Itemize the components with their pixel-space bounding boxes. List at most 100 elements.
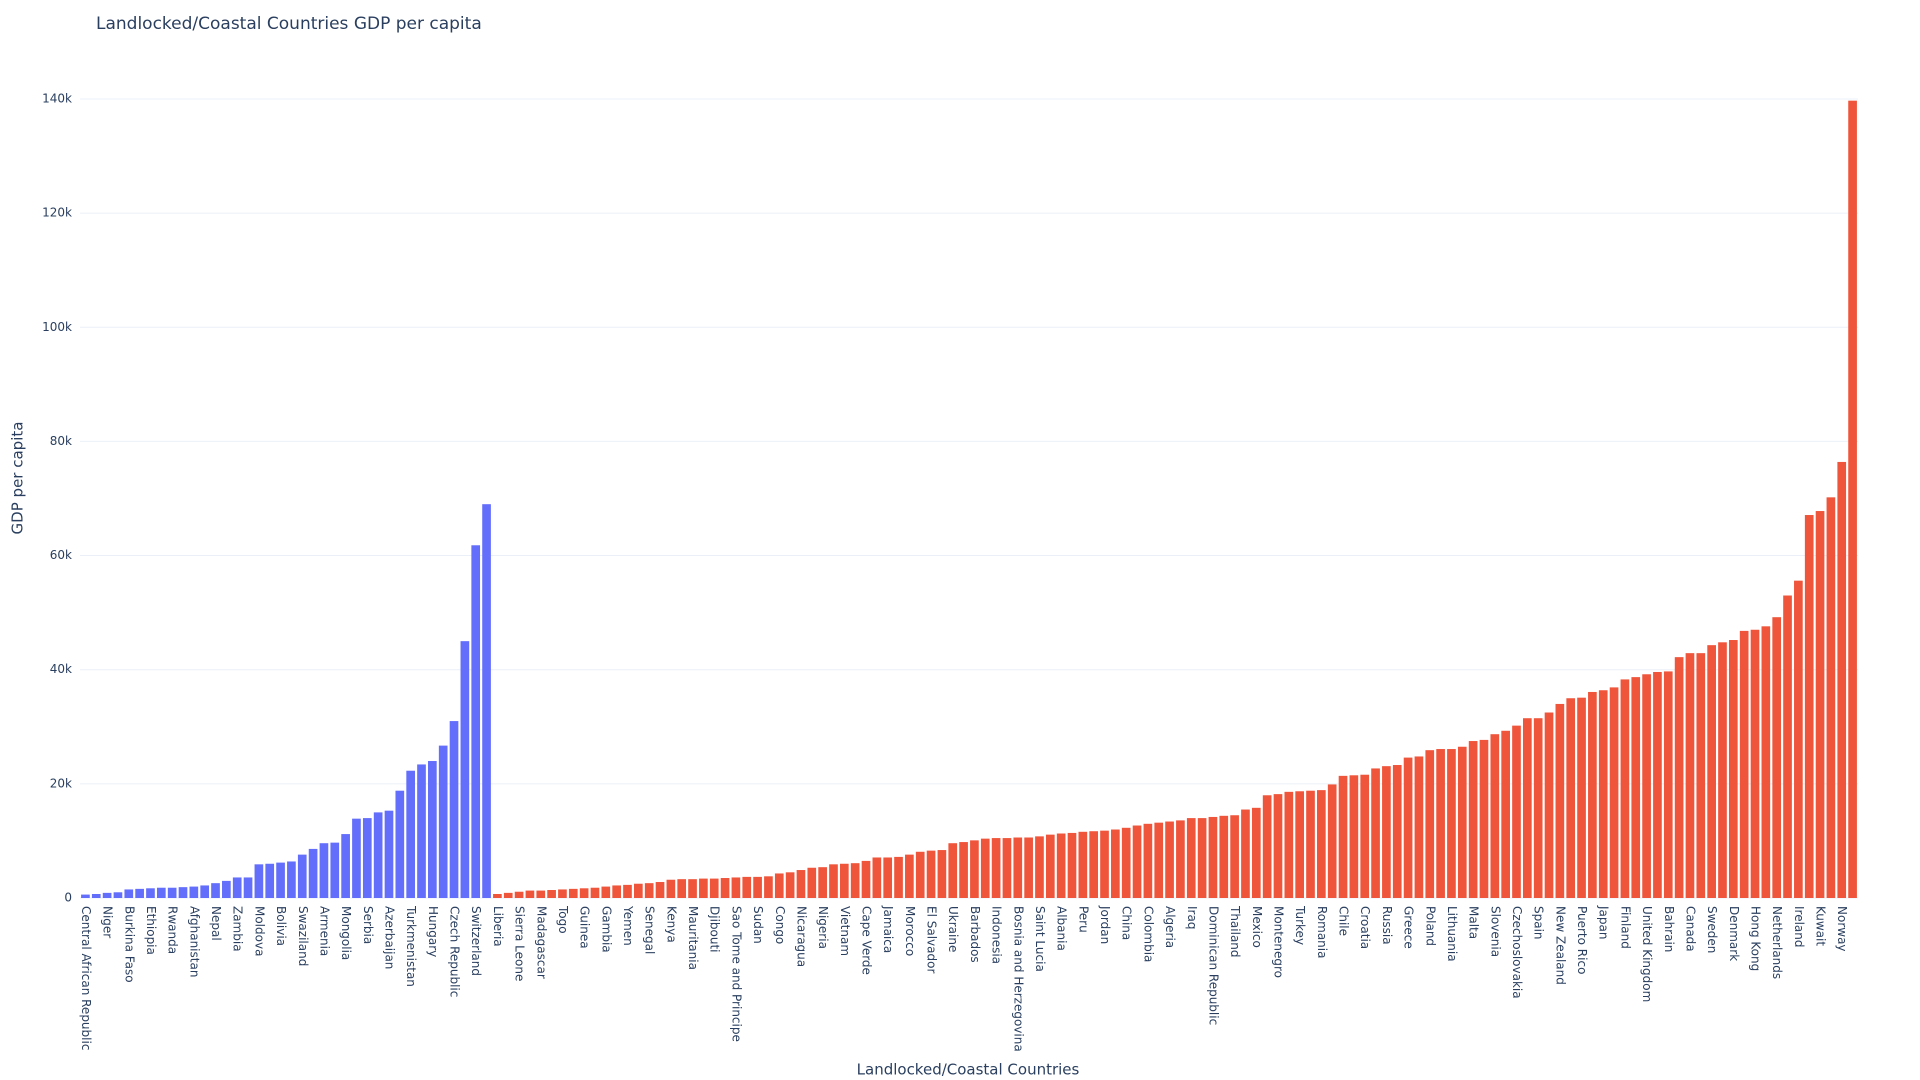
x-tick-label: Colombia [1141,906,1155,962]
bar [1436,749,1445,898]
x-tick-label: Indonesia [990,906,1004,964]
bar [829,864,838,898]
x-tick-label: Czechoslovakia [1510,906,1524,999]
bar [980,838,990,898]
bar [991,838,1001,898]
bar [1100,830,1109,898]
bar [785,872,795,898]
bar [883,857,893,898]
x-tick-label: Netherlands [1770,906,1784,979]
x-tick-label: Armenia [317,906,331,956]
x-tick-label: Jordan [1098,905,1112,944]
y-tick-label: 140k [42,91,72,105]
bar [254,864,264,898]
bar [493,894,502,898]
bar [1490,734,1500,898]
bar [1631,677,1641,898]
bar [1609,687,1619,898]
bar [189,886,199,898]
bar [839,863,849,898]
bar [243,877,253,898]
x-tick-label: Burkina Faso [122,906,136,983]
bar [915,851,925,898]
x-tick-label: Ireland [1792,906,1806,948]
bar [1577,697,1586,898]
x-tick-label: Dominican Republic [1206,906,1220,1025]
y-tick-label: 80k [50,434,72,448]
bar [1371,768,1380,898]
x-tick-label: Turkey [1293,905,1307,945]
x-tick-label: Greece [1402,906,1416,949]
bar [633,883,643,898]
bar [1165,821,1174,898]
x-tick-label: Sao Tome and Principe [729,906,743,1042]
bar [1067,832,1077,898]
bar [1403,757,1413,898]
bar [1457,746,1467,898]
bar [1674,657,1684,898]
bar [612,885,621,898]
bar [894,856,903,898]
bar [970,840,979,898]
bar [1501,730,1510,898]
x-tick-label: China [1120,906,1134,940]
bar [395,790,405,898]
bar [937,850,947,898]
bar [905,854,914,898]
y-axis-title: GDP per capita [9,422,27,535]
bar [1522,718,1532,898]
bar [503,892,513,898]
bar [1241,809,1250,898]
bar [200,885,210,898]
bar [1078,831,1088,898]
chart-title: Landlocked/Coastal Countries GDP per cap… [96,14,482,34]
x-tick-label: Algeria [1163,906,1177,948]
x-tick-label: Hungary [426,906,440,957]
bar [1306,790,1315,898]
bar [1208,816,1218,898]
bar [406,770,416,898]
bar [438,745,448,898]
bar [449,721,459,898]
bar [1544,712,1554,898]
bar [547,890,556,898]
bar [428,761,437,898]
x-tick-label: Zambia [231,906,245,952]
x-tick-label: Czech Republic [448,906,462,997]
x-tick-label: Rwanda [166,906,180,954]
x-tick-label: Yemen [621,905,635,946]
bar [709,878,719,898]
bar [1642,674,1651,898]
bar [1013,837,1023,898]
bar [1739,630,1749,898]
bar [1555,703,1565,898]
bar [113,892,123,898]
x-tick-label: Nicaragua [794,906,808,967]
x-tick-label: Sudan [751,906,765,944]
y-tick-label: 120k [42,206,72,220]
x-tick-label: Sweden [1705,906,1719,953]
x-tick-label: Bolivia [274,906,288,946]
bar [471,545,481,898]
bar [178,887,188,898]
bar [384,810,394,898]
bar [731,877,741,898]
x-tick-label: Japan [1597,905,1611,939]
bar [167,887,177,898]
x-tick-label: Jamaica [881,905,895,953]
x-tick-label: Congo [773,906,787,944]
bar [1251,807,1261,898]
bar [287,861,296,898]
bar [297,854,307,898]
bar [1111,829,1120,898]
bar [1284,791,1294,898]
x-tick-label: Azerbaijan [382,906,396,969]
bar [1533,718,1543,898]
bar [742,876,752,898]
bar [308,848,318,898]
bar [1750,629,1760,898]
bar [666,879,676,898]
bar [222,880,231,898]
bar [688,879,697,898]
bar [341,834,350,898]
